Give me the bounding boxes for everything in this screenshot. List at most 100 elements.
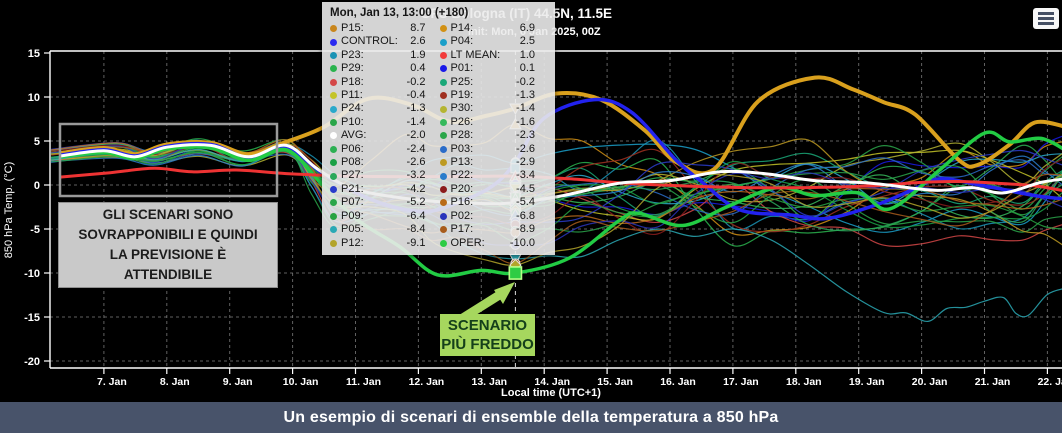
coldest-scenario-label: SCENARIO PIÙ FREDDO — [440, 314, 535, 356]
member-name: P04: — [450, 35, 474, 48]
x-tick-label: 17. Jan — [723, 376, 759, 388]
tooltip-row: P05: -8.4 P17: -8.9 — [330, 223, 549, 236]
note-line: GLI SCENARI SONO — [102, 206, 234, 222]
ensemble-chart-canvas[interactable]: 15 10 5 0 -5 -10 -15 -20 7. Jan 8. Jan 9. Jan 10. J… — [0, 0, 1062, 402]
member-color-dot-icon — [439, 105, 447, 113]
tooltip-row: P11: -0.4 P19: -1.3 — [330, 89, 549, 102]
member-name: OPER: — [450, 236, 485, 249]
tooltip-row: P23: 1.9 LT MEAN: 1.0 — [330, 49, 549, 62]
x-tick-label: 19. Jan — [849, 376, 885, 388]
member-color-dot-icon — [330, 159, 337, 167]
member-color-dot-icon — [439, 212, 447, 220]
tooltip-member: P04: 2.5 — [439, 35, 550, 48]
member-color-dot-icon — [330, 65, 337, 73]
x-tick-label: 7. Jan — [97, 376, 127, 388]
tooltip-member: P19: -1.3 — [439, 89, 550, 102]
caption-text: Un esempio di scenari di ensemble della … — [283, 408, 779, 426]
member-name: P30: — [450, 102, 474, 115]
member-name: P17: — [450, 223, 474, 236]
tooltip-member: P21: -4.2 — [330, 183, 440, 196]
member-color-dot-icon — [439, 38, 447, 46]
member-color-dot-icon — [330, 25, 337, 33]
tooltip-row: P06: -2.4 P03: -2.6 — [330, 143, 549, 156]
note-line: SOVRAPPONIBILI E QUINDI — [78, 226, 258, 242]
member-value: 8.7 — [410, 22, 426, 34]
member-name: P15: — [341, 22, 364, 34]
tooltip-member: P08: -2.6 — [330, 156, 440, 169]
tooltip-member: P16: -5.4 — [439, 196, 550, 209]
member-value: -3.4 — [516, 169, 535, 182]
member-color-dot-icon — [330, 119, 337, 127]
member-name: P18: — [341, 75, 364, 88]
member-name: CONTROL: — [341, 35, 398, 48]
member-value: 0.1 — [519, 62, 535, 75]
member-color-dot-icon — [330, 186, 337, 194]
tooltip-row: P07: -5.2 P16: -5.4 — [330, 196, 549, 209]
member-color-dot-icon — [330, 38, 337, 46]
tooltip-member: P20: -4.5 — [439, 183, 550, 196]
member-color-dot-icon — [439, 172, 447, 180]
member-name: P10: — [341, 115, 364, 128]
member-color-dot-icon — [330, 212, 337, 220]
member-name: P26: — [450, 115, 474, 128]
member-value: -6.4 — [406, 209, 426, 222]
tooltip-member: LT MEAN: 1.0 — [439, 48, 550, 62]
x-axis-title: Local time (UTC+1) — [501, 387, 601, 399]
member-color-dot-icon — [330, 92, 337, 100]
x-tick-label: 22. Jan — [1038, 376, 1062, 388]
member-color-dot-icon — [330, 145, 337, 153]
tooltip-member: P07: -5.2 — [330, 196, 440, 209]
tooltip-member: P03: -2.6 — [439, 142, 550, 156]
member-name: P11: — [341, 89, 363, 102]
hover-tooltip: Mon, Jan 13, 13:00 (+180) P15: 8.7 P14: 6.9… — [322, 2, 555, 255]
member-value: -2.0 — [406, 129, 426, 142]
member-color-dot-icon — [439, 92, 447, 100]
tooltip-member: P28: -2.3 — [439, 129, 550, 142]
member-value: -8.9 — [516, 223, 535, 236]
member-value: -2.6 — [516, 142, 535, 155]
tooltip-row: P09: -6.4 P02: -6.8 — [330, 210, 549, 223]
y-tick-label: -10 — [24, 268, 40, 280]
y-axis-title: 850 hPa Temp. (°C) — [3, 162, 15, 259]
member-value: -10.0 — [509, 236, 535, 249]
member-color-dot-icon — [330, 199, 337, 207]
member-value: -2.6 — [406, 156, 426, 169]
member-name: P24: — [341, 102, 364, 115]
member-color-dot-icon — [330, 172, 337, 180]
member-name: P07: — [341, 196, 364, 209]
member-value: -8.4 — [406, 223, 426, 236]
tooltip-member: P12: -9.1 — [330, 237, 440, 250]
member-value: -0.2 — [406, 75, 426, 88]
member-value: 1.0 — [519, 48, 535, 61]
member-color-dot-icon — [439, 186, 447, 194]
member-name: P08: — [341, 156, 364, 169]
tooltip-member: P29: 0.4 — [330, 62, 440, 75]
tooltip-member-list: P15: 8.7 P14: 6.9 CONTROL: 2.6 P04: 2.5 P23: 1.9 L… — [330, 22, 549, 250]
series-line-CONTROL — [59, 97, 1062, 221]
member-name: P23: — [341, 48, 364, 61]
member-name: P05: — [341, 223, 364, 236]
tooltip-member: P10: -1.4 — [330, 116, 440, 129]
x-tick-label: 12. Jan — [409, 376, 445, 388]
tooltip-row: P24: -1.3 P30: -1.4 — [330, 102, 549, 115]
tooltip-member: P02: -6.8 — [439, 210, 550, 223]
x-tick-label: 11. Jan — [346, 376, 381, 388]
tooltip-member: P05: -8.4 — [330, 223, 440, 236]
member-name: P21: — [341, 182, 364, 195]
hamburger-menu-icon[interactable] — [1033, 8, 1059, 29]
cluster-box — [58, 122, 279, 198]
member-name: P03: — [450, 142, 474, 155]
tooltip-member: P27: -3.2 — [330, 169, 440, 182]
member-value: -0.2 — [516, 75, 535, 88]
member-color-dot-icon — [330, 226, 337, 234]
tooltip-row: P10: -1.4 P26: -1.6 — [330, 116, 549, 129]
tooltip-timestamp: Mon, Jan 13, 13:00 (+180) — [330, 7, 469, 19]
scenarios-overlap-note: GLI SCENARI SONO SOVRAPPONIBILI E QUINDI L… — [58, 202, 278, 288]
cold-line: SCENARIO — [447, 316, 528, 334]
member-line-P03 — [51, 152, 1062, 216]
tooltip-row: P15: 8.7 P14: 6.9 — [330, 22, 549, 35]
tooltip-row: CONTROL: 2.6 P04: 2.5 — [330, 35, 549, 48]
tooltip-member: P11: -0.4 — [330, 89, 440, 102]
member-name: P06: — [341, 142, 364, 155]
